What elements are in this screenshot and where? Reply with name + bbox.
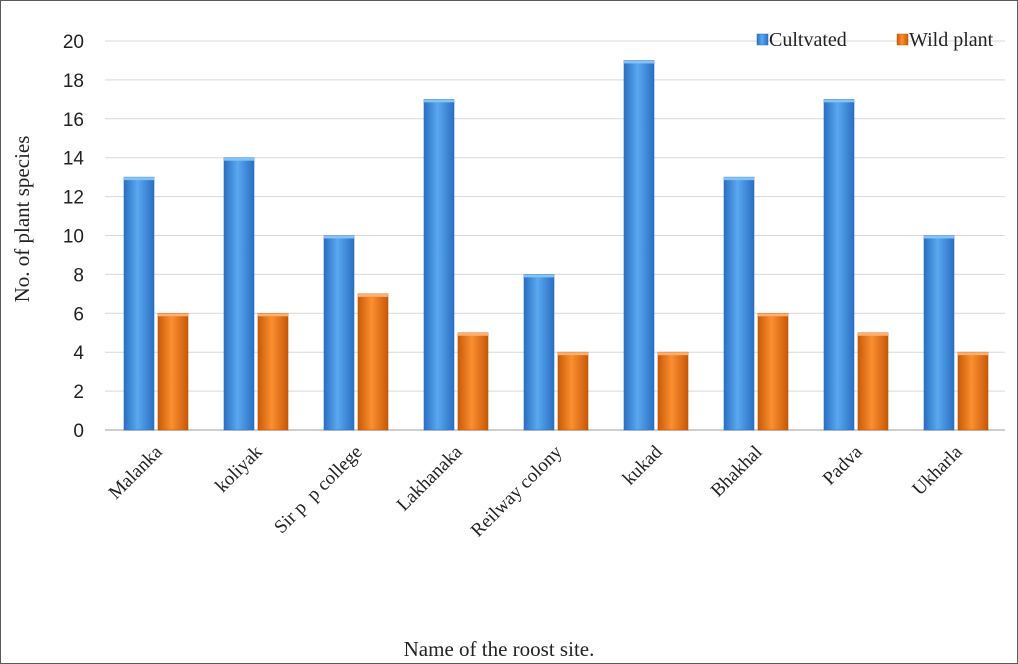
y-tick-label: 12 — [63, 188, 84, 209]
bar-cultvated — [223, 157, 255, 431]
bar-cultvated — [723, 176, 755, 431]
bar-top-highlight — [424, 99, 454, 103]
y-tick-label: 4 — [73, 343, 84, 364]
bar-top-highlight — [658, 352, 688, 356]
x-category-label: kukad — [619, 441, 667, 489]
bar-top-highlight — [624, 60, 654, 64]
x-category-label: Reilway colony — [467, 441, 567, 541]
x-category-label: Malanka — [105, 441, 167, 503]
bar-top-highlight — [724, 177, 754, 181]
y-tick-label: 20 — [63, 32, 84, 53]
bar-wild-plant — [557, 351, 589, 431]
x-category-label: Ukharla — [908, 441, 967, 500]
bar-top-highlight — [358, 293, 388, 297]
bar-wild-plant — [357, 293, 389, 431]
y-tick-label: 8 — [73, 265, 84, 286]
bar-top-highlight — [924, 235, 954, 239]
bar-wild-plant — [757, 312, 789, 431]
bar-top-highlight — [258, 313, 288, 317]
bar-top-highlight — [224, 157, 254, 161]
bar-top-highlight — [958, 352, 988, 356]
bar-top-highlight — [558, 352, 588, 356]
y-tick-labels: 0 2 4 6 8 10 12 14 16 18 20 — [63, 32, 85, 442]
bar-cultvated — [123, 176, 155, 431]
bar-wild-plant — [157, 312, 189, 431]
bar-top-highlight — [524, 274, 554, 278]
bar-cultvated — [923, 235, 955, 431]
bar-top-highlight — [458, 332, 488, 336]
bar-top-highlight — [758, 313, 788, 317]
bar-wild-plant — [857, 332, 889, 431]
gridlines — [105, 40, 1005, 431]
bar-cultvated — [823, 99, 855, 431]
bar-cultvated — [623, 60, 655, 431]
y-tick-label: 2 — [73, 382, 84, 403]
bar-cultvated — [423, 99, 455, 431]
bar-wild-plant — [657, 351, 689, 431]
bar-top-highlight — [324, 235, 354, 239]
bar-cultvated — [323, 235, 355, 431]
x-category-label: Lakhanaka — [393, 441, 467, 515]
legend-label-wild-plant: Wild plant — [909, 29, 994, 51]
bars — [123, 60, 989, 431]
y-tick-label: 6 — [73, 304, 84, 325]
bar-top-highlight — [158, 313, 188, 317]
bar-wild-plant — [257, 312, 289, 431]
y-tick-label: 14 — [63, 149, 85, 170]
y-axis-title: No. of plant species — [10, 136, 34, 303]
bar-wild-plant — [457, 332, 489, 431]
x-category-label: Sir p p college — [270, 442, 366, 538]
y-tick-label: 10 — [63, 227, 84, 248]
bar-cultvated — [523, 274, 555, 431]
x-category-label: koliyak — [211, 441, 267, 497]
legend-label-cultvated: Cultvated — [769, 29, 847, 51]
y-tick-label: 16 — [63, 110, 84, 131]
bar-top-highlight — [858, 332, 888, 336]
legend-swatch-cultvated — [756, 33, 769, 46]
x-category-labels: Malanka koliyak Sir p p college Lakhanaka Re… — [105, 441, 967, 541]
bar-top-highlight — [824, 99, 854, 103]
y-tick-label: 0 — [73, 421, 84, 442]
x-axis-title: Name of the roost site. — [404, 637, 595, 661]
bar-wild-plant — [957, 351, 989, 431]
legend: Cultvated Wild plant — [756, 29, 994, 51]
x-category-label: Padva — [819, 441, 867, 489]
legend-swatch-wild-plant — [896, 33, 909, 46]
x-category-label: Bhakhal — [707, 442, 767, 502]
bar-top-highlight — [124, 177, 154, 181]
y-tick-label: 18 — [63, 71, 84, 92]
